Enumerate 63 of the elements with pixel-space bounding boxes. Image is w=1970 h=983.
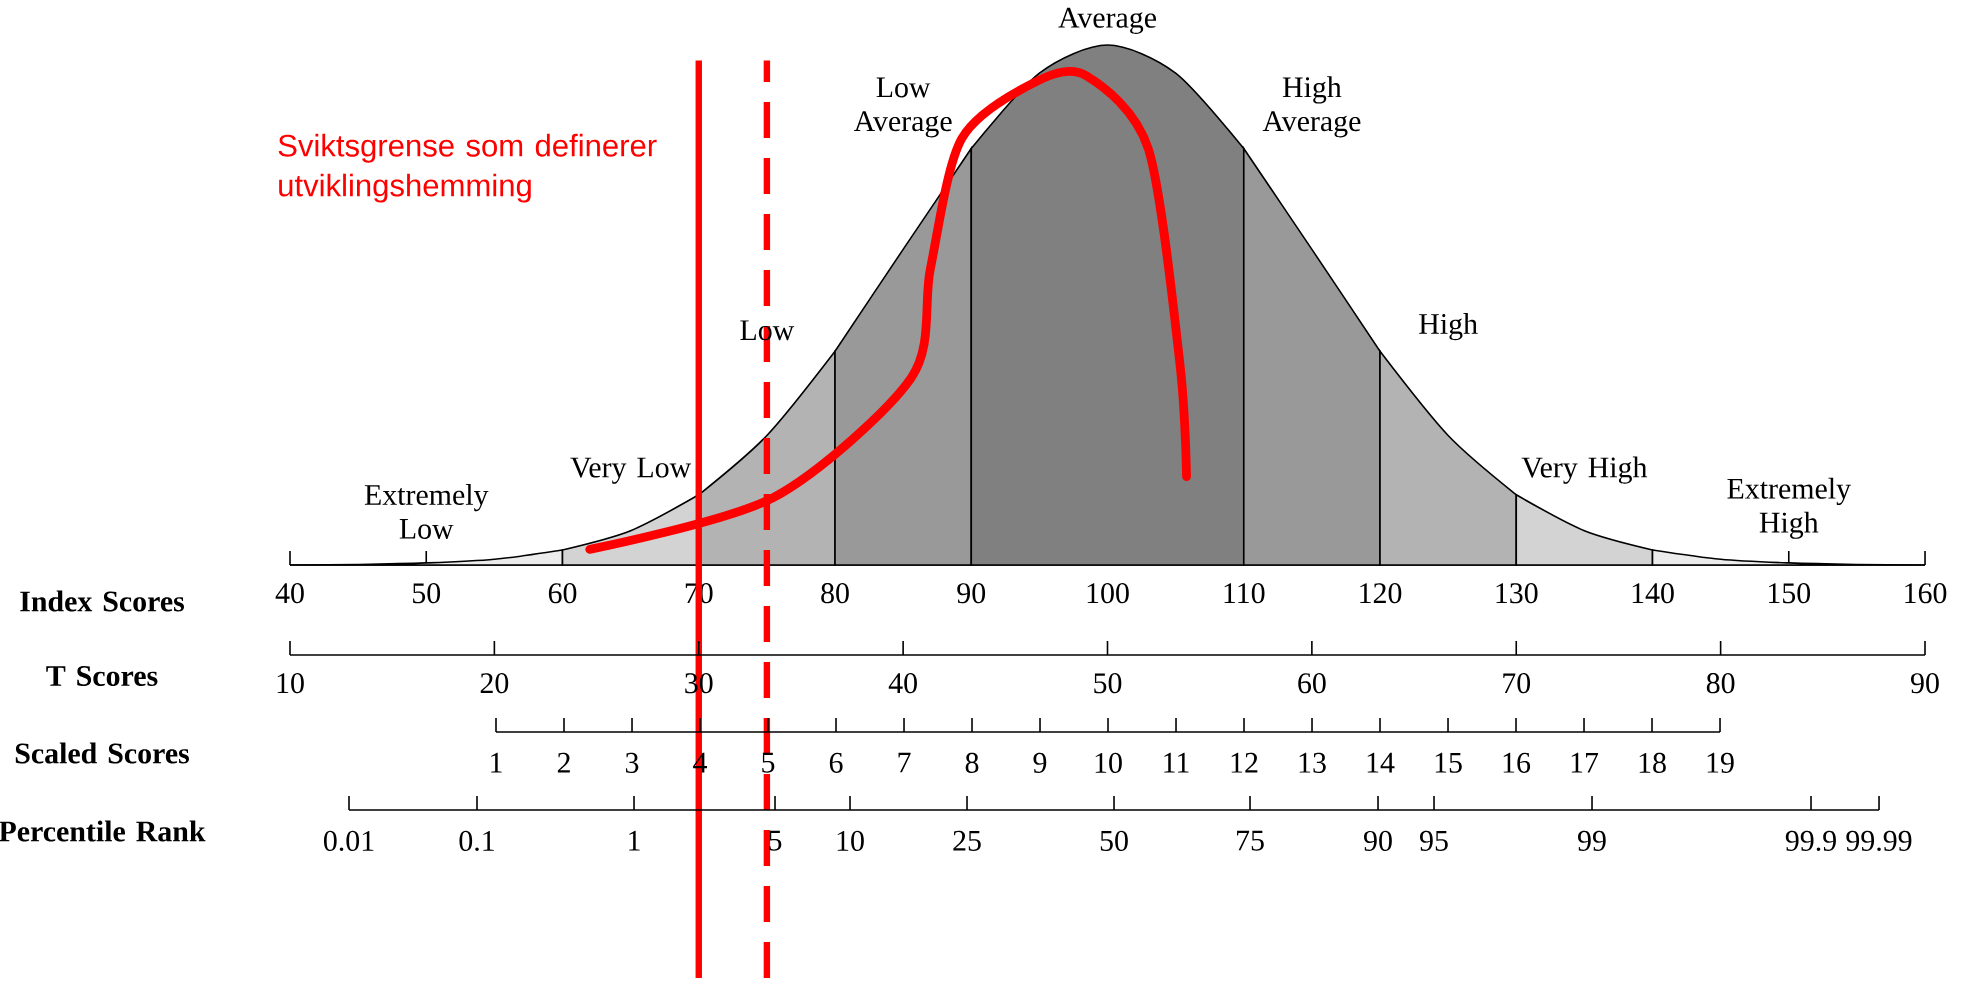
text: 5 — [762, 752, 775, 773]
text: Percentile Rank — [0, 820, 206, 842]
series-label: High Average — [1262, 76, 1361, 138]
series-label: High — [1419, 313, 1478, 341]
text: 9 — [1033, 752, 1047, 773]
text: 3 — [625, 752, 639, 773]
x-axis-title: Index Scores — [20, 590, 185, 612]
text: 6 — [829, 752, 843, 773]
text: 10 — [837, 830, 864, 851]
text: Scaled Scores — [15, 742, 189, 764]
text: 99.99 — [1846, 830, 1912, 852]
text: 99.9 — [1785, 830, 1836, 852]
text: 2 — [557, 752, 570, 773]
series-label: Very Low — [570, 457, 692, 484]
x2-axis-title: T Scores — [46, 665, 158, 687]
x-tick-label: 160 — [1905, 583, 1947, 604]
series-label: Low Average — [853, 77, 952, 138]
x-tick-label: 120 — [1360, 583, 1402, 604]
x2-tick-label: 40 — [888, 673, 917, 694]
text: 10 — [1095, 752, 1122, 773]
text: 15 — [1435, 752, 1462, 773]
x2-tick-label: 10 — [277, 673, 304, 694]
text: 17 — [1571, 752, 1599, 773]
text: 90 — [1364, 830, 1392, 851]
x-tick-label: 130 — [1496, 583, 1538, 604]
x-tick-label: 80 — [821, 583, 849, 604]
annotation: Sviktsgrense som definerer utviklingshemming — [278, 133, 657, 203]
x2-tick-label: 90 — [1911, 673, 1939, 694]
text: 50 — [1100, 830, 1128, 851]
text: 95 — [1420, 830, 1448, 851]
x-tick-label: 40 — [275, 583, 304, 604]
x2-tick-label: 70 — [1503, 673, 1531, 694]
text: 1 — [491, 752, 502, 773]
text: 0.1 — [459, 830, 494, 852]
text: 18 — [1639, 752, 1666, 773]
text: 75 — [1237, 830, 1264, 851]
x-tick-label: 100 — [1087, 583, 1129, 604]
text: 13 — [1299, 752, 1326, 773]
series-label: Very High — [1521, 456, 1648, 484]
series-label: Average — [1058, 7, 1157, 34]
text: 19 — [1707, 752, 1734, 773]
text: 99 — [1578, 830, 1606, 851]
x-tick-label: 140 — [1632, 583, 1674, 604]
x-tick-label: 50 — [413, 583, 441, 604]
text: 14 — [1367, 752, 1395, 773]
text: 16 — [1503, 752, 1531, 773]
x-tick-label: 150 — [1768, 583, 1811, 604]
series-label: Extremely High — [1727, 477, 1851, 539]
text: 1 — [629, 830, 640, 851]
x2-tick-label: 60 — [1298, 673, 1326, 694]
x2-tick-label: 50 — [1094, 673, 1122, 694]
x2-tick-label: 20 — [480, 673, 509, 694]
x-tick-label: 60 — [548, 583, 577, 604]
x-tick-label: 90 — [957, 583, 986, 604]
text: 12 — [1231, 752, 1258, 773]
text: 0.01 — [323, 830, 374, 852]
x2-tick-label: 80 — [1706, 673, 1735, 694]
series-label: Extremely Low — [364, 483, 489, 539]
text: 25 — [953, 830, 981, 851]
text: 11 — [1164, 752, 1189, 773]
text: 7 — [898, 752, 911, 773]
x-tick-label: 110 — [1224, 583, 1265, 604]
text: 8 — [965, 752, 979, 773]
